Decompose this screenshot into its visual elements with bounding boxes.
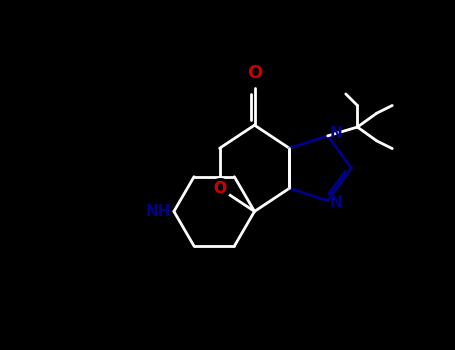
- Text: O: O: [213, 181, 226, 196]
- Text: N: N: [330, 126, 343, 141]
- Text: N: N: [330, 196, 343, 210]
- Text: O: O: [247, 64, 262, 82]
- Text: O: O: [213, 181, 226, 196]
- Text: NH: NH: [146, 204, 172, 219]
- Point: [216, 186, 223, 191]
